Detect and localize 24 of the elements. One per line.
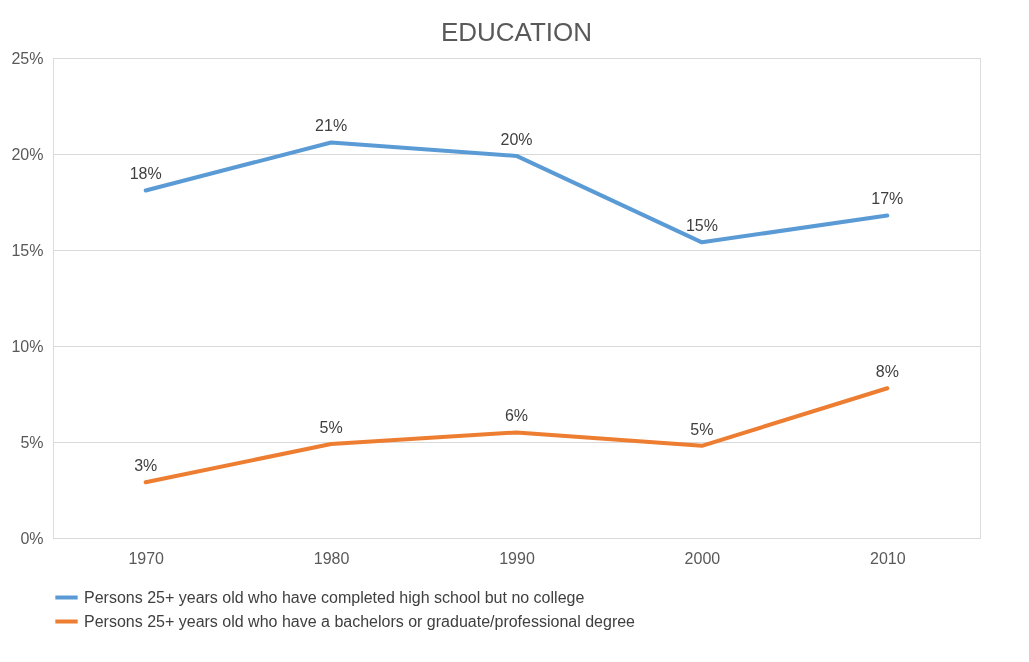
data-label: 18% [129,165,162,183]
data-label: 20% [500,130,533,148]
x-tick-label: 1980 [313,549,350,567]
x-tick-label: 2000 [684,549,721,567]
y-tick-label: 10% [11,337,44,355]
y-tick-label: 0% [20,529,44,547]
chart-title: EDUCATION [440,17,593,47]
data-label: 5% [319,418,343,436]
data-label: 15% [685,217,718,235]
legend-label: Persons 25+ years old who have completed high school but no college [84,588,585,606]
x-tick-label: 1990 [499,549,535,567]
data-label: 17% [871,190,904,208]
data-label: 6% [504,407,529,425]
data-label: 5% [690,420,714,438]
x-tick-label: 1970 [128,549,165,567]
legend-label: Persons 25+ years old who have a bachelors or graduate/professional degree [84,612,636,630]
y-tick-label: 15% [11,241,44,259]
x-tick-label: 2010 [870,549,906,567]
y-tick-label: 5% [20,433,44,451]
y-tick-label: 20% [11,145,44,163]
data-label: 8% [875,363,899,381]
data-label: 21% [315,117,348,135]
y-tick-label: 25% [11,49,44,67]
data-label: 3% [134,457,158,475]
